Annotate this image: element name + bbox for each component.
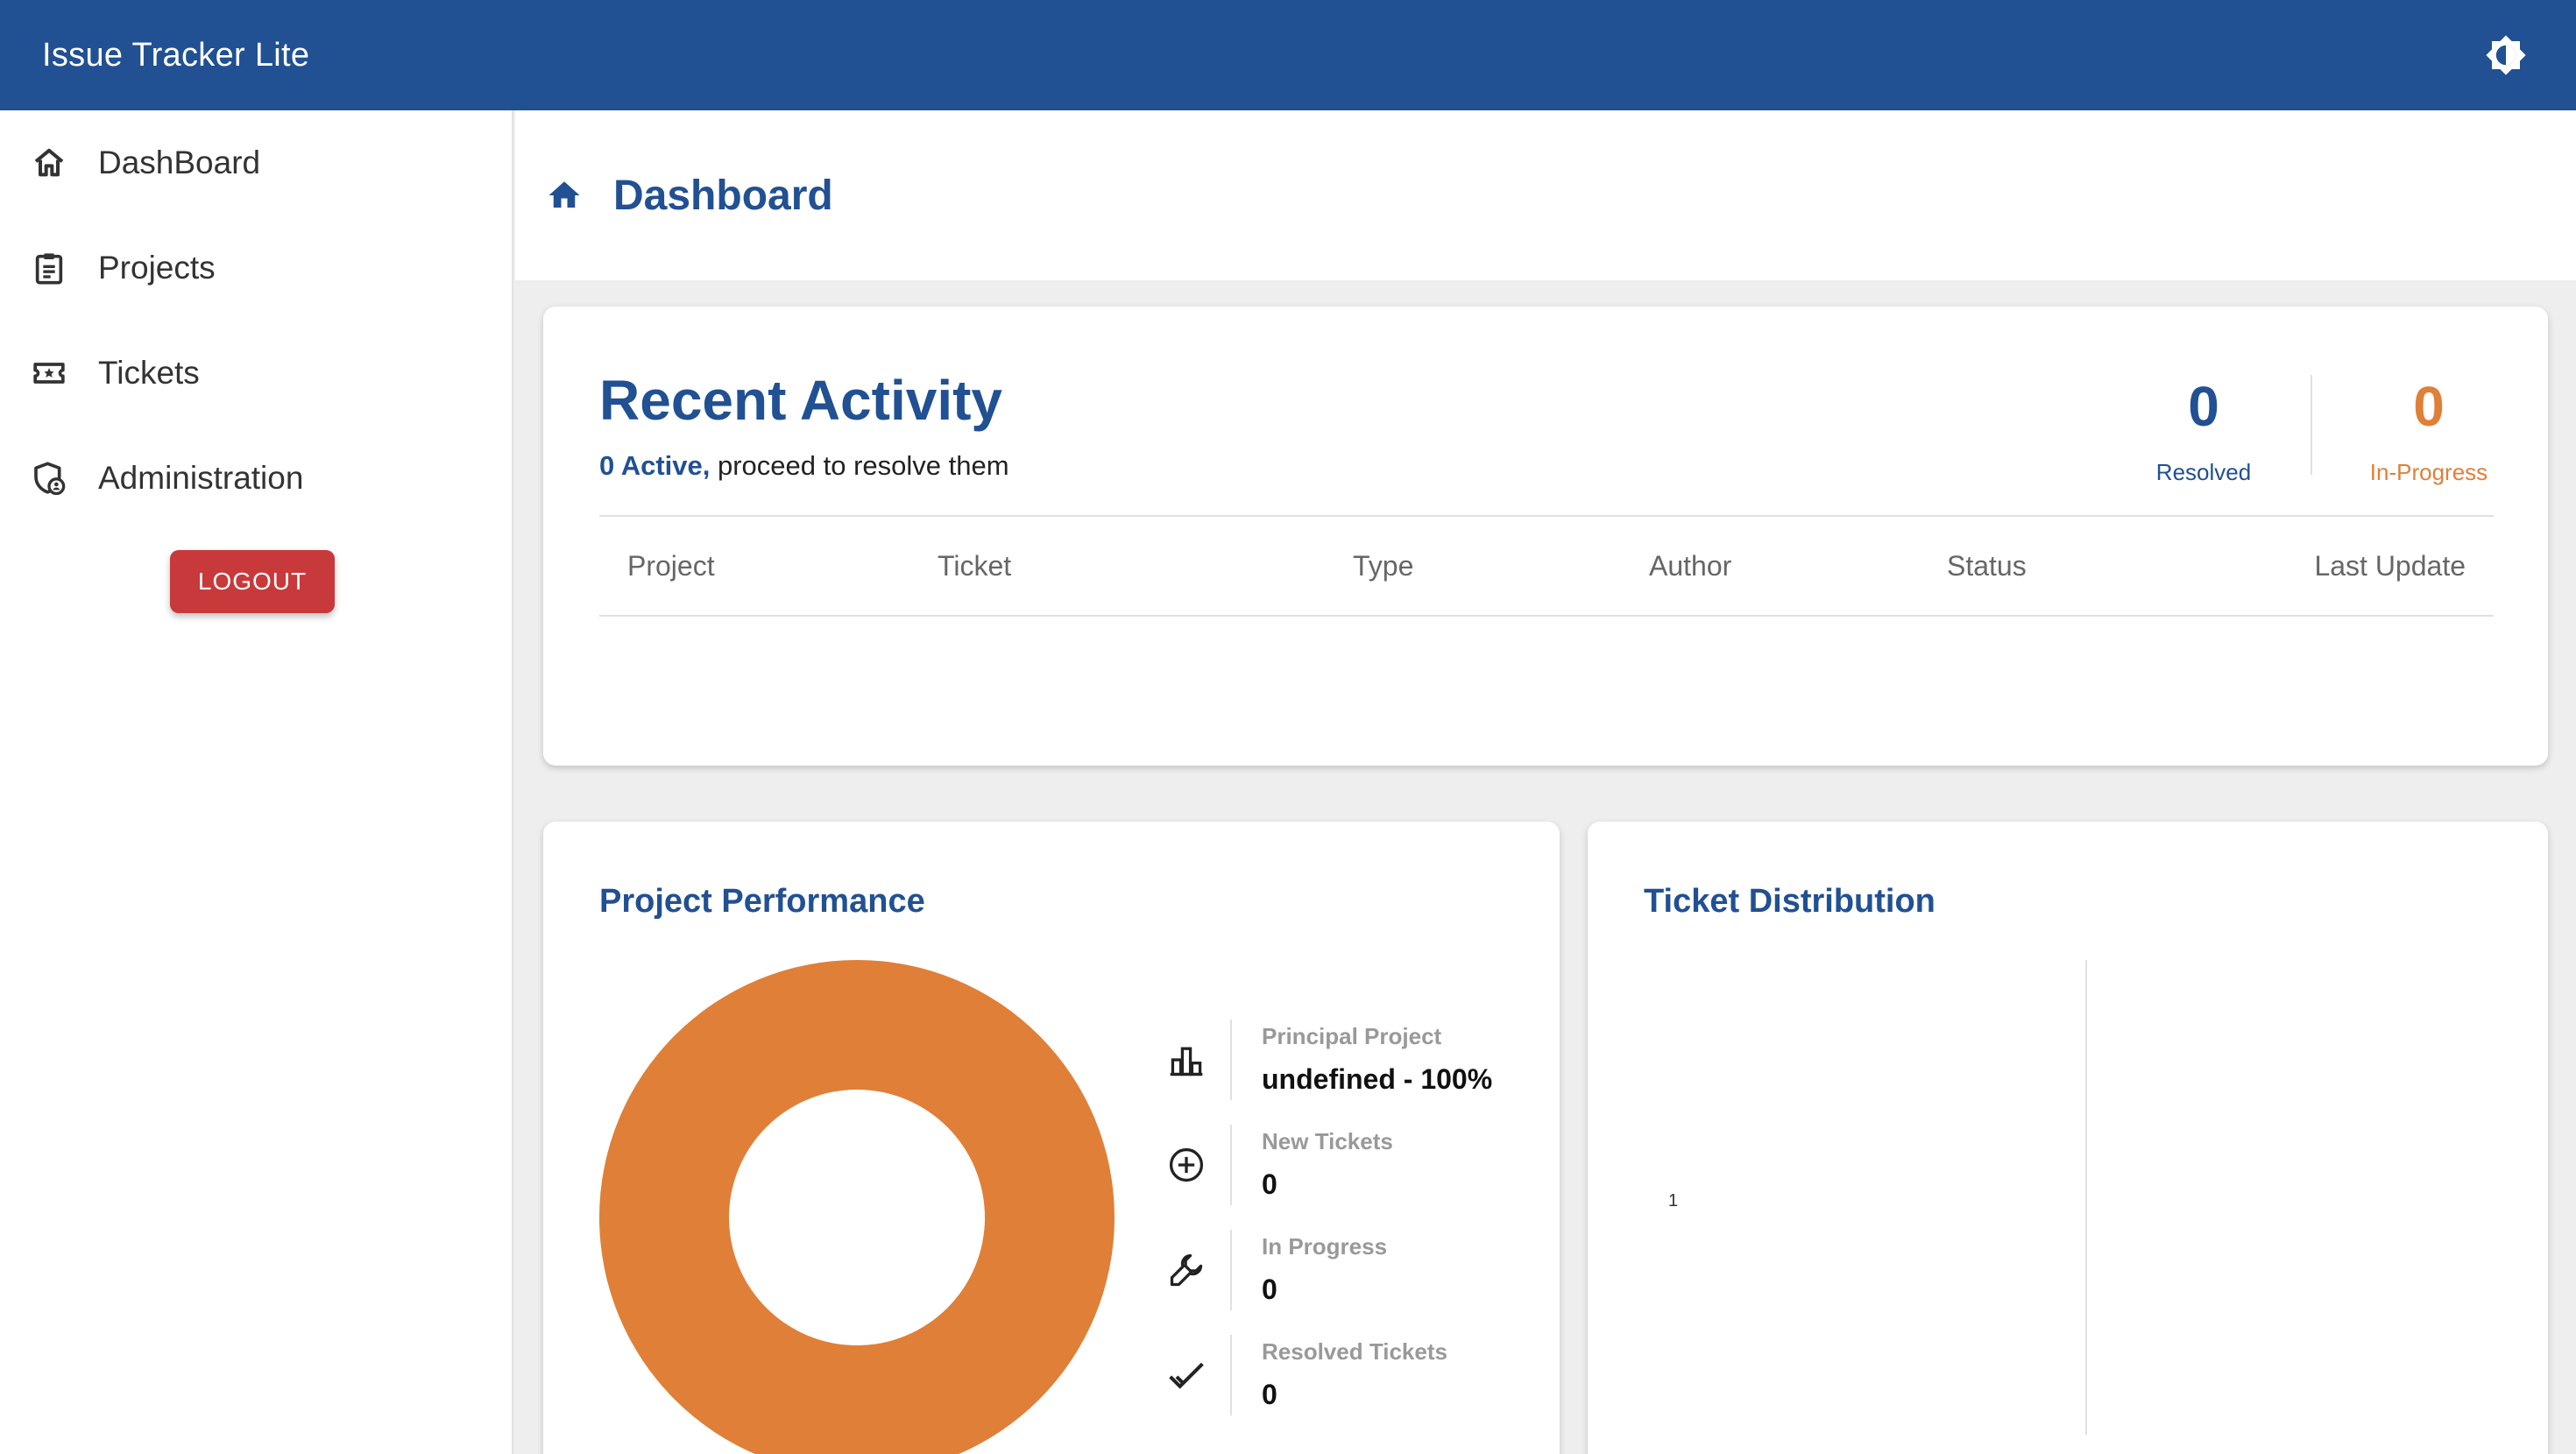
chart-tick-label: 1 (1668, 1191, 1679, 1210)
stat-value: 0 (1262, 1379, 1277, 1410)
column-type[interactable]: Type (1353, 550, 1414, 582)
stat-label: Resolved Tickets (1262, 1338, 1447, 1365)
in-progress-label: In-Progress (2369, 459, 2488, 485)
column-author[interactable]: Author (1649, 550, 1732, 582)
stat-divider (1230, 1020, 1232, 1100)
clipboard-icon (30, 249, 68, 287)
activity-table-header: Project Ticket Type Author Status Last U… (599, 515, 2494, 617)
sidebar-item-label: Projects (98, 250, 216, 286)
stat-label: In Progress (1262, 1233, 1388, 1260)
column-last-update[interactable]: Last Update (2314, 550, 2466, 582)
resolved-label: Resolved (2155, 459, 2252, 485)
in-progress-count: 0 (2413, 375, 2445, 438)
sidebar-item-projects[interactable]: Projects (0, 215, 512, 321)
sidebar: DashBoard Projects Tickets Administratio… (0, 110, 513, 1454)
page-header: Dashboard (515, 110, 2576, 280)
stat-divider (2311, 375, 2312, 475)
project-performance-title: Project Performance (599, 883, 925, 920)
recent-activity-card: Recent Activity 0 Active, proceed to res… (543, 307, 2548, 766)
project-performance-card: Project Performance Principal Project un… (543, 822, 1560, 1454)
stat-value: undefined - 100% (1262, 1063, 1493, 1095)
home-outline-icon (30, 144, 68, 182)
recent-activity-title: Recent Activity (599, 369, 1002, 432)
sidebar-item-dashboard[interactable]: DashBoard (0, 110, 512, 215)
recent-activity-subtitle: 0 Active, proceed to resolve them (599, 450, 1009, 482)
sidebar-item-label: Tickets (98, 355, 200, 391)
stat-value: 0 (1262, 1274, 1277, 1305)
sidebar-item-label: Administration (98, 460, 304, 496)
logout-button[interactable]: LOGOUT (170, 550, 335, 613)
stat-label: Principal Project (1262, 1023, 1442, 1049)
add-circle-icon (1165, 1144, 1207, 1186)
logout-container: LOGOUT (0, 531, 512, 613)
sidebar-item-label: DashBoard (98, 145, 261, 180)
active-count: 0 Active, (599, 450, 711, 481)
column-status[interactable]: Status (1947, 550, 2027, 582)
donut-slice[interactable] (599, 960, 1115, 1454)
app-title: Issue Tracker Lite (42, 36, 310, 74)
brightness-icon (2486, 35, 2526, 75)
subtitle-text: proceed to resolve them (710, 450, 1009, 481)
bar-chart-icon (1165, 1039, 1207, 1081)
ticket-distribution-card: Ticket Distribution 1 (1588, 822, 2548, 1454)
checkmark-icon (1165, 1354, 1207, 1396)
project-donut-chart (599, 960, 1115, 1454)
home-icon (545, 176, 584, 215)
sidebar-item-administration[interactable]: Administration (0, 426, 512, 531)
page-title: Dashboard (613, 172, 833, 219)
wrench-icon (1165, 1249, 1207, 1291)
admin-shield-icon (30, 459, 68, 498)
theme-toggle-button[interactable] (2480, 29, 2532, 81)
stat-label: New Tickets (1262, 1128, 1393, 1154)
stat-divider (1230, 1125, 1232, 1205)
resolved-stat: 0 Resolved (2107, 378, 2300, 486)
chart-axis-line (2085, 960, 2087, 1435)
in-progress-stat: 0 In-Progress (2332, 378, 2525, 486)
column-project[interactable]: Project (627, 550, 715, 582)
app-bar: Issue Tracker Lite (0, 0, 2576, 110)
stat-divider (1230, 1335, 1232, 1415)
column-ticket[interactable]: Ticket (938, 550, 1012, 582)
resolved-count: 0 (2188, 375, 2219, 438)
stat-value: 0 (1262, 1168, 1277, 1200)
stat-divider (1230, 1230, 1232, 1310)
ticket-distribution-title: Ticket Distribution (1644, 883, 1936, 920)
ticket-icon (30, 354, 68, 392)
sidebar-item-tickets[interactable]: Tickets (0, 321, 512, 426)
